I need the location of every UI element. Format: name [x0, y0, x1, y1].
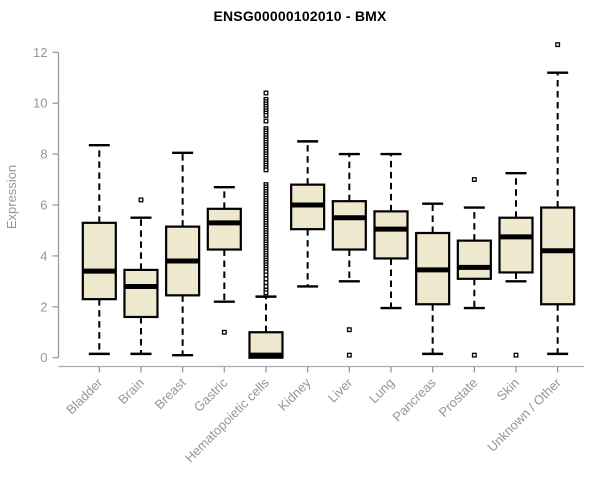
x-category-label: Skin — [494, 375, 522, 403]
box — [123, 268, 159, 319]
outlier-point — [263, 112, 269, 118]
box — [540, 206, 576, 306]
box — [81, 221, 117, 301]
x-category-label: Gastric — [191, 375, 231, 415]
box — [331, 200, 367, 251]
y-tick-label: 12 — [33, 45, 47, 60]
outlier-point — [263, 290, 269, 296]
x-category-label: Unknown / Other — [484, 375, 564, 455]
x-category-label: Bladder — [63, 375, 106, 418]
chart-title: ENSG00000102010 - BMX — [213, 8, 387, 24]
box — [456, 239, 492, 280]
outlier-point — [346, 352, 352, 358]
outlier-point — [346, 327, 352, 333]
y-axis-title: Expression — [4, 165, 19, 229]
box — [206, 207, 242, 251]
outlier-point — [138, 197, 144, 203]
y-tick-label: 2 — [40, 299, 47, 314]
x-category-label: Breast — [152, 375, 189, 412]
y-tick-label: 10 — [33, 96, 47, 111]
box — [498, 216, 534, 274]
x-category-label: Kidney — [275, 375, 314, 414]
outlier-point — [263, 276, 269, 282]
box — [373, 210, 409, 260]
outlier-point — [513, 352, 519, 358]
x-category-label: Pancreas — [389, 375, 439, 425]
x-category-label: Brain — [115, 375, 147, 407]
outlier-point — [263, 280, 269, 286]
y-tick-label: 4 — [40, 248, 47, 263]
outlier-point — [471, 352, 477, 358]
x-category-label: Liver — [325, 375, 356, 406]
outlier-point — [263, 90, 269, 96]
y-tick-label: 0 — [40, 350, 47, 365]
x-category-label: Lung — [366, 375, 397, 406]
outlier-point — [555, 42, 561, 48]
y-tick-label: 6 — [40, 198, 47, 213]
outlier-point — [263, 167, 269, 173]
outlier-point — [263, 283, 269, 289]
outlier-point — [263, 118, 269, 124]
outlier-point — [471, 177, 477, 182]
y-tick-label: 8 — [40, 147, 47, 162]
outlier-point — [221, 329, 227, 335]
x-category-label: Prostate — [436, 375, 481, 420]
outlier-point — [263, 272, 269, 278]
